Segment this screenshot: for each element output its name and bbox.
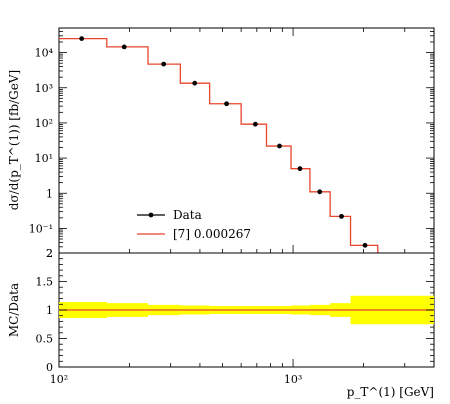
main-ticks: 10⁴ 10³ 10² 10¹ 1 10⁻¹ 2: [29, 27, 435, 260]
data-point: [224, 101, 230, 107]
legend: Data [7] 0.000267: [137, 208, 251, 241]
x-axis-title: p_T^(1) [GeV]: [347, 385, 434, 399]
y-tick-label: 10²: [35, 117, 53, 130]
y-tick-label: 10⁴: [35, 47, 54, 60]
ratio-y-tick-label: 0.5: [36, 333, 54, 346]
data-point: [362, 242, 368, 248]
ratio-plot-area: [59, 295, 434, 325]
ratio-y-tick-label: 0: [46, 361, 53, 374]
y-tick-label: 10⁻¹: [29, 222, 53, 235]
y-tick-label: 1: [46, 187, 53, 200]
data-point: [192, 80, 198, 86]
ratio-y-axis-title-text: MC/Data: [7, 283, 21, 337]
x-tick-label: 10³: [284, 373, 302, 386]
legend-data-marker: [148, 212, 154, 218]
mc-step-line: [59, 37, 379, 253]
ratio-ticks: 10² 10³ 0 0.5 1 1.5 2: [36, 247, 435, 386]
x-axis-title-text: p_T^(1) [GeV]: [347, 385, 434, 399]
main-panel-frame: [58, 27, 435, 254]
ratio-y-axis-title: MC/Data: [7, 283, 21, 337]
y-tick-label: 2: [46, 247, 53, 260]
main-y-axis-title: dσ/d(p_T^(1)) [fb/GeV]: [7, 70, 21, 210]
data-point: [161, 61, 167, 67]
data-point: [277, 143, 282, 149]
main-y-axis-title-text: dσ/d(p_T^(1)) [fb/GeV]: [7, 70, 21, 210]
data-point: [317, 189, 323, 195]
ratio-y-tick-label: 1.5: [36, 276, 54, 289]
x-tick-label: 10²: [50, 373, 68, 386]
y-tick-label: 10³: [35, 82, 53, 95]
data-point: [121, 44, 127, 50]
main-plot-area: [59, 36, 379, 253]
ratio-y-tick-label: 1: [46, 304, 53, 317]
main-panel: 10⁴ 10³ 10² 10¹ 1 10⁻¹ 2 Data [7] 0.000267: [29, 27, 435, 260]
ratio-y-tick-label: 2: [46, 247, 53, 260]
ratio-panel: 10² 10³ 0 0.5 1 1.5 2: [36, 247, 435, 386]
data-point: [339, 213, 344, 219]
legend-mc-label: [7] 0.000267: [173, 227, 251, 241]
y-tick-label: 10¹: [35, 152, 53, 165]
legend-data-label: Data: [173, 208, 202, 222]
data-point: [79, 36, 85, 41]
data-point: [252, 121, 258, 127]
data-point: [297, 166, 303, 172]
